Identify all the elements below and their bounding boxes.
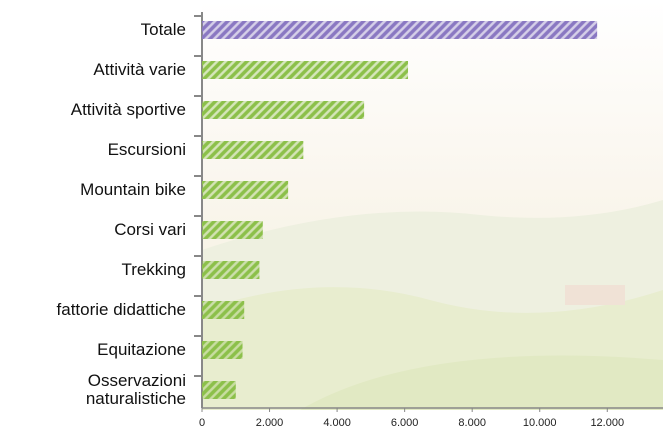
category-label: Attività sportive (70, 100, 186, 119)
bar (202, 261, 260, 279)
category-label: Equitazione (97, 340, 186, 359)
category-label: Mountain bike (80, 180, 186, 199)
x-tick-label: 10.000 (523, 417, 557, 429)
category-label: Escursioni (107, 140, 186, 159)
bar (202, 341, 243, 359)
bar (202, 301, 245, 319)
x-tick-label: 4.000 (323, 417, 351, 429)
bar (202, 21, 598, 39)
category-label: Corsi vari (114, 220, 186, 239)
bar (202, 221, 263, 239)
x-tick-label: 8.000 (458, 417, 486, 429)
category-label: fattorie didattiche (56, 300, 186, 319)
bar (202, 61, 409, 79)
x-tick-label: 0 (199, 417, 205, 429)
category-label: Osservazioni naturalistiche (85, 371, 186, 408)
x-tick-label: 12.000 (590, 417, 624, 429)
bar (202, 381, 236, 399)
category-label: Trekking (121, 260, 186, 279)
bar (202, 101, 365, 119)
x-tick-label: 6.000 (391, 417, 419, 429)
category-label: Attività varie (93, 60, 186, 79)
category-label: Totale (140, 20, 186, 39)
bar (202, 141, 304, 159)
x-tick-label: 2.000 (256, 417, 284, 429)
background (202, 0, 663, 410)
bar (202, 181, 289, 199)
